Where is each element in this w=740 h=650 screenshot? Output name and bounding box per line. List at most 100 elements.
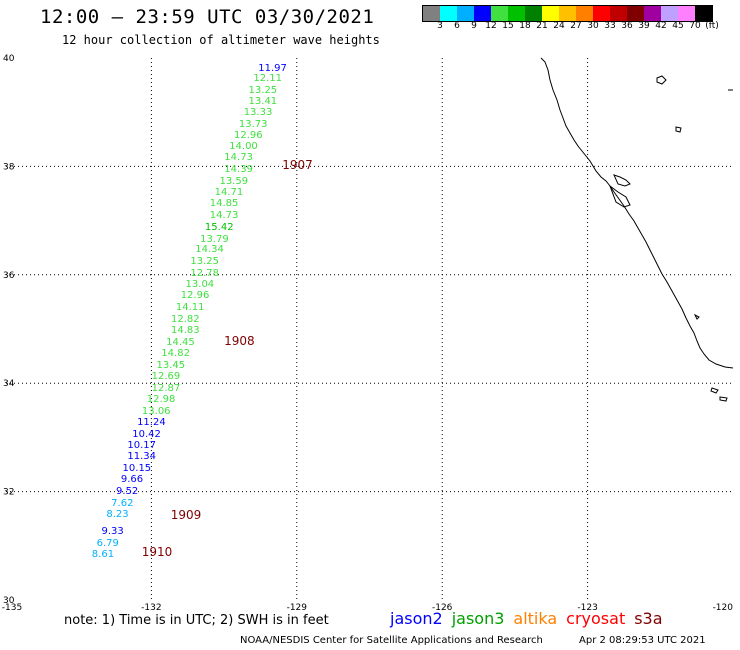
wave-height-label: 12.96 — [180, 290, 210, 302]
chart-title: 12:00 – 23:59 UTC 03/30/2021 — [40, 6, 375, 28]
coastline-path — [719, 396, 728, 402]
lat-tick-label: 38 — [3, 162, 15, 172]
legend-swatch — [508, 6, 525, 21]
lat-tick-label: 34 — [3, 379, 15, 389]
legend-swatch — [644, 6, 661, 21]
wave-height-label: 14.34 — [195, 244, 224, 256]
wave-height-label: 13.06 — [141, 405, 171, 417]
satellite-legend: jason2 jason3 altika cryosat s3a — [390, 609, 663, 628]
legend-swatch — [695, 6, 712, 21]
wave-height-label: 12.82 — [170, 313, 200, 325]
satellite-legend-jason2: jason2 — [390, 609, 443, 628]
coastline-path — [608, 184, 631, 208]
wave-height-label: 10.42 — [132, 428, 161, 440]
coastline-path — [693, 313, 700, 320]
legend-swatch — [491, 6, 508, 21]
legend-label: 36 — [621, 21, 633, 31]
coastline-path — [613, 174, 631, 187]
legend-label: 12 — [485, 21, 497, 31]
legend-label: 42 — [655, 21, 667, 31]
legend-label: 18 — [519, 21, 531, 31]
coastline-path — [656, 75, 667, 85]
coastline-path — [675, 126, 682, 133]
wave-height-label: 14.71 — [214, 186, 244, 198]
wave-height-label: 13.73 — [238, 118, 268, 130]
legend-label: 45 — [672, 21, 684, 31]
credit-text: NOAA/NESDIS Center for Satellite Applica… — [240, 635, 543, 646]
lat-tick-label: 30 — [3, 596, 15, 606]
wave-height-label: 13.33 — [243, 107, 273, 119]
lon-tick-label: -126 — [432, 603, 453, 613]
wave-height-label: 10.17 — [127, 440, 157, 452]
wave-height-label: 14.85 — [209, 198, 239, 210]
legend-label: 24 — [553, 21, 565, 31]
wave-height-label: 13.41 — [248, 95, 278, 107]
wave-height-label: 13.04 — [185, 279, 215, 291]
time-marker-label: 1908 — [224, 333, 255, 348]
legend-swatch — [610, 6, 627, 21]
satellite-legend-altika: altika — [513, 609, 558, 628]
coastline-path — [540, 57, 734, 369]
wave-height-label: 13.25 — [248, 84, 278, 96]
legend-swatch — [525, 6, 542, 21]
wave-height-label: 13.25 — [190, 255, 220, 267]
wave-height-label: 14.00 — [229, 140, 258, 152]
axis-labels: 40 38 36 34 32 30-135 -132 -129 -126 -123 -120 — [2, 54, 733, 613]
legend-swatch — [440, 6, 457, 21]
wave-height-label: 12.98 — [146, 394, 176, 405]
legend-swatch — [457, 6, 474, 21]
satellite-legend-s3a: s3a — [634, 609, 663, 628]
wave-height-label: 14.83 — [170, 325, 200, 337]
legend-label: 3 — [437, 21, 443, 31]
wave-height-label: 6.79 — [96, 537, 119, 549]
coastline — [540, 57, 734, 402]
legend-swatch — [559, 6, 576, 21]
legend-label: 27 — [570, 21, 582, 31]
lat-tick-label: 32 — [3, 488, 14, 498]
time-marker-label: 1907 — [282, 157, 313, 172]
wave-height-label: 11.34 — [127, 451, 157, 463]
wave-height-label: 9.33 — [101, 526, 124, 538]
lon-tick-label: -120 — [713, 603, 734, 613]
wave-height-label: 15.42 — [204, 221, 234, 233]
wave-height-label: 11.97 — [258, 62, 287, 74]
wave-height-label: 12.11 — [253, 73, 283, 85]
legend-swatch — [661, 6, 678, 21]
legend-label: 9 — [471, 21, 477, 31]
legend-label: (ft) — [705, 21, 719, 31]
lon-tick-label: -135 — [2, 603, 22, 613]
wave-height-label: 12.96 — [234, 130, 263, 142]
legend-label: 15 — [502, 21, 514, 31]
wave-height-label: 7.62 — [111, 497, 134, 509]
wave-height-label: 9.52 — [116, 486, 139, 498]
legend-swatch — [474, 6, 491, 21]
legend-label: 6 — [454, 21, 460, 31]
wave-height-label: 11.24 — [137, 417, 166, 429]
legend-swatch — [576, 6, 593, 21]
lat-tick-label: 36 — [3, 271, 15, 281]
legend-swatch — [593, 6, 610, 21]
wave-height-label: 13.79 — [200, 233, 229, 245]
footer-note: note: 1) Time is in UTC; 2) SWH is in fe… — [64, 613, 329, 628]
wave-height-label: 14.39 — [224, 164, 253, 176]
wave-height-label: 8.23 — [106, 509, 129, 521]
wave-height-label: 12.87 — [151, 382, 181, 394]
generation-timestamp: Apr 2 08:29:53 UTC 2021 — [579, 635, 706, 646]
lon-tick-label: -123 — [577, 603, 597, 613]
wave-height-label: 12.78 — [190, 267, 220, 279]
legend-swatch — [542, 6, 559, 21]
color-scale-labels: 3 6 9 12 15 18 21 24 27 30 33 36 39 42 45 70 (ft) — [422, 21, 740, 33]
wave-height-label: 14.82 — [161, 348, 190, 360]
legend-label: 39 — [638, 21, 650, 31]
wave-height-label: 9.66 — [120, 474, 144, 486]
wave-height-label: 14.73 — [224, 152, 253, 164]
lon-tick-label: -132 — [141, 603, 161, 613]
satellite-legend-jason3: jason3 — [451, 609, 505, 628]
legend-swatch — [423, 6, 440, 21]
lat-tick-label: 40 — [3, 54, 15, 64]
wave-height-label: 14.73 — [209, 209, 239, 221]
coastline-path — [710, 387, 719, 394]
time-marker-label: 1910 — [141, 545, 173, 560]
legend-label: 33 — [604, 21, 616, 31]
